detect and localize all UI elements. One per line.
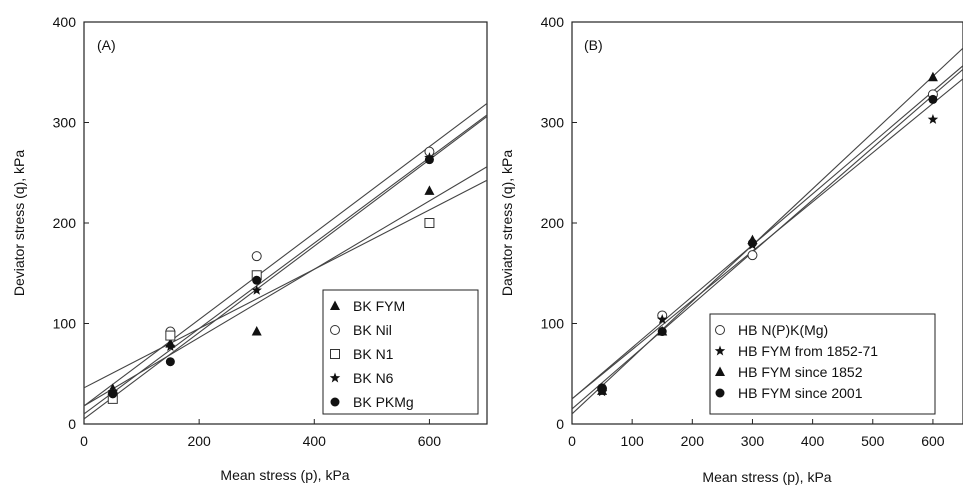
panel-b-legend-marker-hb-fym-since-1852: [715, 366, 725, 376]
panel-a-point-bk-fym: [251, 326, 262, 336]
panel-b-x-tick-label: 100: [620, 433, 644, 449]
panel-a-point-bk-pkmg: [108, 389, 118, 399]
panel-b-legend-label-hb-fym-since-1852: HB FYM since 1852: [738, 364, 863, 380]
panel-b-points: [596, 71, 939, 397]
panel-b-y-tick-label: 300: [541, 115, 565, 131]
panel-b-legend-label-hb-fym-since-2001: HB FYM since 2001: [738, 385, 863, 401]
panel-a-fit-line-bk-n1: [83, 179, 488, 389]
panel-a-fit-line-bk-fym: [83, 166, 488, 407]
panel-b-point-hb-fym-since-2001: [657, 327, 667, 337]
panel-a-x-tick-label: 200: [187, 433, 211, 449]
panel-b-x-axis-title: Mean stress (p), kPa: [702, 469, 831, 485]
panel-a-point-bk-pkmg: [424, 155, 434, 165]
panel-b-fit-lines: [571, 47, 963, 415]
panel-a-y-tick-label: 0: [68, 416, 76, 432]
panel-b-x-tick-label: 500: [861, 433, 885, 449]
panel-a-x-tick-label: 400: [303, 433, 327, 449]
panel-a-points: [107, 146, 435, 404]
panel-b-fit-line-hb-n-p-k-mg: [571, 65, 963, 400]
panel-a-legend-marker-bk-n6: [329, 372, 341, 383]
panel-a-y-tick-label: 200: [53, 215, 77, 231]
panel-b-legend-marker-hb-n-p-k-mg: [715, 325, 725, 335]
panel-a-legend: BK FYM BK Nil BK N1 BK N6 BK PKMg: [322, 289, 479, 415]
panel-a-point-bk-n1: [424, 218, 435, 228]
panel-b-legend: HB N(P)K(Mg) HB FYM from 1852-71 HB FYM si…: [709, 313, 936, 415]
panel-b-point-hb-fym-since-2001: [747, 238, 757, 248]
panel-a-legend-label-bk-pkmg: BK PKMg: [353, 394, 414, 410]
panel-b-y-tick-label: 400: [541, 14, 565, 30]
panel-a-fit-line-bk-nil: [83, 102, 488, 407]
panel-a-fit-line-bk-n6: [83, 114, 488, 415]
panel-a-point-bk-n6: [165, 341, 176, 352]
panel-b: 0 100 200 300 400 500 600 0 100 200 300 400 (B) Me…: [499, 14, 963, 485]
panel-b-point-hb-fym-since-2001: [928, 94, 938, 104]
panel-b-point-hb-fym-since-1852: [927, 71, 938, 82]
panel-a-legend-label-bk-fym: BK FYM: [353, 298, 405, 314]
panel-a-point-bk-pkmg: [252, 275, 262, 285]
panel-b-x-tick-label: 200: [681, 433, 705, 449]
panel-b-fit-line-hb-fym-since-2001: [571, 68, 963, 410]
panel-a-x-tick-label: 0: [80, 433, 88, 449]
panel-a-point-bk-pkmg: [165, 357, 175, 367]
panel-a-y-axis-title: Deviator stress (q), kPa: [11, 150, 27, 296]
panel-b-x-ticks: 0 100 200 300 400 500 600: [568, 419, 945, 449]
panel-b-y-tick-label: 0: [556, 416, 564, 432]
panel-a-point-bk-n1: [165, 330, 176, 341]
panel-a-legend-marker-bk-fym: [330, 300, 340, 310]
panel-b-label: (B): [584, 37, 603, 53]
panel-b-y-tick-label: 200: [541, 215, 565, 231]
panel-b-x-tick-label: 600: [921, 433, 945, 449]
panel-a-label: (A): [97, 37, 116, 53]
panel-a-legend-marker-bk-nil: [330, 325, 340, 335]
panel-a-point-bk-n6: [251, 284, 262, 295]
panel-b-legend-marker-hb-fym-since-2001: [715, 388, 725, 398]
panel-a-y-tick-label: 100: [53, 316, 77, 332]
panel-b-y-ticks: 0 100 200 300 400: [541, 14, 577, 432]
panel-a-fit-line-bk-pkmg: [83, 116, 488, 420]
panel-b-legend-label-hb-fym-from-1852-71: HB FYM from 1852-71: [738, 343, 878, 359]
panel-b-x-tick-label: 400: [801, 433, 825, 449]
panel-a-x-ticks: 0 200 400 600: [80, 419, 441, 449]
panel-a-x-axis-title: Mean stress (p), kPa: [220, 467, 349, 483]
panel-a-legend-marker-bk-pkmg: [330, 397, 340, 407]
panel-b-x-tick-label: 0: [568, 433, 576, 449]
panel-b-legend-label-hb-n-p-k-mg: HB N(P)K(Mg): [738, 322, 828, 338]
panel-a-legend-label-bk-nil: BK Nil: [353, 322, 392, 338]
panel-b-y-axis-title: Daviator stress (q), kPa: [499, 150, 515, 296]
panel-b-x-tick-label: 300: [741, 433, 765, 449]
panel-a-x-tick-label: 600: [418, 433, 442, 449]
panel-b-legend-box: [709, 313, 936, 415]
panel-a-legend-label-bk-n1: BK N1: [353, 346, 394, 362]
panel-a-legend-label-bk-n6: BK N6: [353, 370, 394, 386]
panel-b-legend-marker-hb-fym-from-1852-71: [714, 345, 726, 356]
panel-a-point-bk-fym: [424, 185, 435, 195]
panel-a-y-tick-label: 300: [53, 115, 77, 131]
panel-b-point-hb-fym-from-1852-71: [927, 113, 939, 124]
panel-b-point-hb-fym-from-1852-71: [657, 313, 668, 324]
panel-a: 0 200 400 600 0 100 200 300 400 (A) Mean stress…: [11, 14, 488, 483]
panel-a-legend-box: [322, 289, 479, 415]
panel-a-fit-lines: [83, 102, 488, 420]
panel-b-point-hb-fym-since-2001: [597, 383, 607, 393]
panel-b-y-tick-label: 100: [541, 316, 565, 332]
panel-a-y-tick-label: 400: [53, 14, 77, 30]
panel-a-point-bk-nil: [251, 251, 262, 262]
panel-b-point-hb-n-p-k-mg: [747, 250, 758, 261]
panel-a-y-ticks: 0 100 200 300 400: [53, 14, 89, 432]
panel-a-legend-marker-bk-n1: [330, 349, 340, 359]
